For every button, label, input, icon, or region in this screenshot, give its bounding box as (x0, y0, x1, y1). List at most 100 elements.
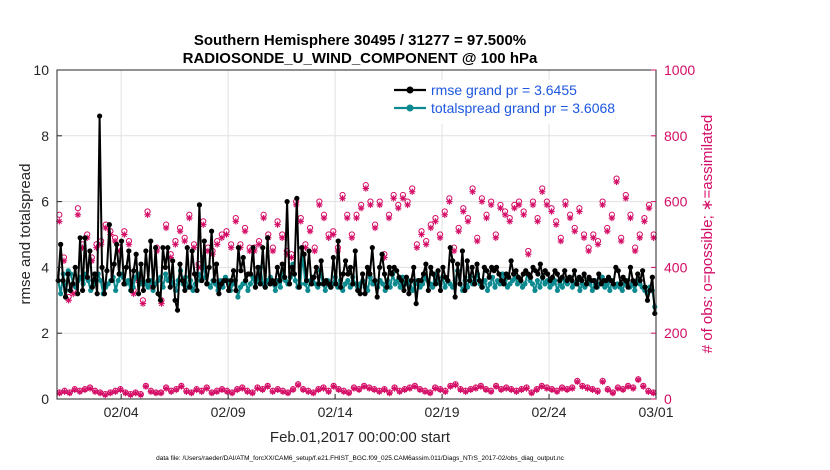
obs-assimilated-marker (162, 224, 170, 232)
rmse-point (513, 268, 519, 274)
obs-assimilated-marker (127, 391, 134, 399)
rmse-point (313, 264, 319, 270)
rmse-point (308, 281, 315, 287)
rmse-point (591, 277, 597, 284)
rmse-point (157, 297, 164, 303)
obs-assimilated-marker (325, 234, 332, 241)
rmse-point (413, 300, 419, 307)
rmse-point (265, 235, 271, 241)
obs-assimilated-marker (353, 214, 360, 222)
obs-assimilated-marker (144, 211, 151, 218)
obs-assimilated-marker (316, 201, 323, 209)
rmse-point (333, 281, 339, 287)
rmse-point (277, 277, 283, 284)
rmse-point (87, 248, 93, 254)
obs-assimilated-marker (619, 386, 627, 393)
rmse-point (116, 271, 122, 277)
rmse-point (211, 277, 217, 284)
rmse-point (394, 268, 400, 274)
rmse-point (230, 268, 237, 274)
rmse-point (450, 258, 456, 264)
rmse-point (454, 261, 461, 267)
rmse-point (496, 271, 502, 277)
obs-assimilated-marker (525, 251, 532, 258)
obs-assimilated-marker (259, 386, 266, 393)
rmse-point (204, 281, 210, 287)
rmse-point (367, 271, 373, 277)
obs-assimilated-marker (302, 244, 309, 251)
obs-assimilated-marker (181, 237, 188, 245)
obs-assimilated-marker (515, 201, 523, 209)
obs-assimilated-marker (339, 195, 346, 202)
rmse-point (584, 281, 590, 287)
y-axis-right: 0 200 400 600 800 1000 (651, 62, 695, 407)
x-tick-label: 02/09 (211, 404, 246, 420)
obs-assimilated-marker (511, 204, 518, 212)
obs-assimilated-marker (528, 389, 535, 397)
rmse-point (145, 277, 151, 284)
obs-assimilated-marker (404, 201, 411, 209)
rmse-point (174, 307, 181, 313)
obs-assimilated-marker (203, 385, 210, 392)
spread-point (207, 284, 214, 290)
legend: rmse grand pr = 3.6455 totalspread grand… (392, 80, 652, 124)
obs-assimilated-marker (533, 386, 540, 393)
rmse-point (635, 271, 641, 277)
rmse-point (303, 277, 310, 284)
y2-axis-label: # of obs: o=possible; ∗=assimilated (699, 115, 716, 354)
obs-assimilated-marker (139, 300, 147, 307)
obs-assimilated-marker (543, 201, 551, 209)
y-tick-label: 10 (33, 62, 49, 78)
obs-assimilated-marker (411, 383, 419, 390)
rmse-point (642, 284, 648, 290)
rmse-point (155, 291, 161, 297)
rmse-point (162, 264, 168, 270)
y2-tick-label: 200 (664, 325, 688, 341)
rmse-point (618, 281, 624, 287)
obs-assimilated-marker (553, 388, 561, 395)
y-tick-label: 0 (41, 391, 49, 407)
rmse-point (199, 277, 205, 284)
rmse-point (596, 271, 602, 277)
obs-assimilated-marker (483, 214, 490, 222)
rmse-point (452, 294, 458, 300)
obs-assimilated-marker (122, 389, 129, 397)
rmse-point (118, 238, 125, 244)
rmse-point (462, 287, 468, 294)
obs-assimilated-marker (441, 211, 448, 218)
obs-assimilated-marker (56, 218, 63, 225)
obs-assimilated-marker (432, 218, 439, 225)
obs-assimilated-marker (562, 201, 569, 209)
rmse-point (622, 277, 629, 284)
rmse-point (213, 261, 220, 267)
rmse-point (554, 271, 560, 277)
rmse-point (401, 287, 407, 294)
obs-assimilated-marker (543, 385, 551, 392)
spread-point (190, 287, 196, 294)
obs-assimilated-marker (330, 231, 337, 238)
obs-assimilated-marker (335, 386, 342, 393)
obs-assimilated-marker (357, 204, 365, 212)
rmse-point (537, 261, 543, 267)
rmse-point (301, 251, 307, 257)
rmse-point (581, 271, 587, 277)
obs-assimilated-marker (624, 383, 632, 390)
obs-assimilated-marker (636, 234, 643, 241)
spread-point (305, 287, 311, 294)
obs-assimilated-marker (74, 211, 82, 218)
x-axis-label: Feb.01,2017 00:00:00 start (270, 429, 451, 446)
rmse-point (493, 264, 500, 270)
rmse-point (58, 241, 64, 247)
spread-point (499, 271, 506, 277)
rmse-point (647, 287, 653, 294)
rmse-spread-series (55, 113, 658, 317)
obs-assimilated-marker (645, 204, 653, 212)
rmse-point (384, 284, 390, 290)
rmse-point (316, 281, 322, 287)
rmse-point (374, 294, 380, 300)
obs-assimilated-marker (234, 386, 241, 393)
obs-assimilated-marker (355, 386, 363, 393)
obs-assimilated-marker (269, 388, 276, 395)
rmse-point (615, 268, 621, 274)
obs-assimilated-marker (269, 247, 277, 255)
